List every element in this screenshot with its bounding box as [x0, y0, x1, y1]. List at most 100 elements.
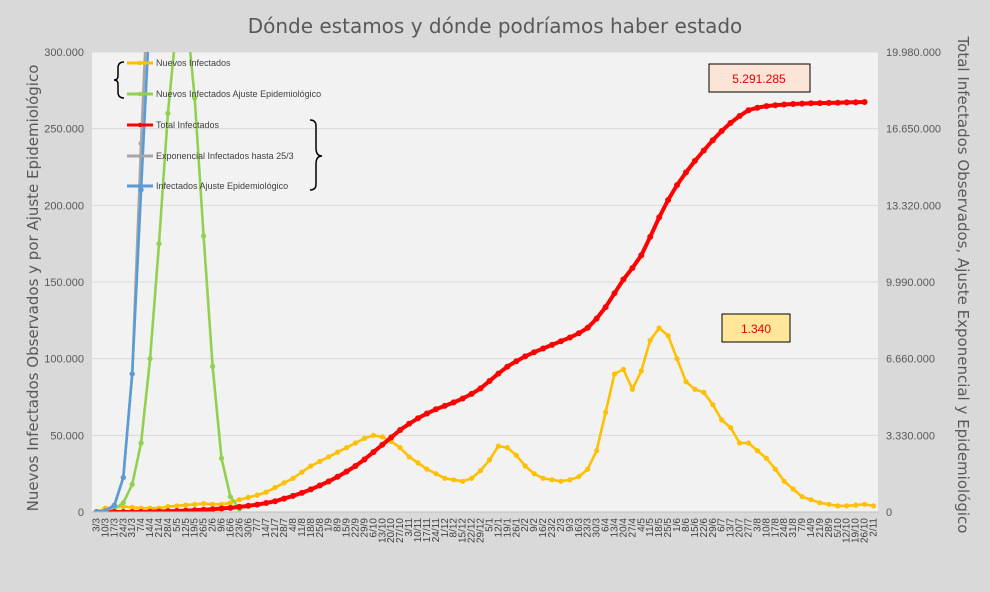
- legend-label: Nuevos Infectados: [156, 58, 231, 68]
- x-tick-label: 11/5: [645, 518, 656, 537]
- y-tick-left-label: 200.000: [44, 200, 84, 212]
- legend-label: Nuevos Infectados Ajuste Epidemiológico: [156, 89, 321, 99]
- data-point: [808, 497, 814, 503]
- data-point: [129, 481, 135, 487]
- data-point: [513, 358, 520, 365]
- data-point: [656, 325, 662, 331]
- data-point: [272, 498, 279, 505]
- data-point: [335, 449, 341, 455]
- legend-label: Total Infectados: [156, 120, 220, 130]
- series-infectados-ajuste-epidemiol-gico: [93, 52, 150, 512]
- data-point: [584, 324, 591, 331]
- x-tick-label: 28/4: [163, 518, 174, 538]
- data-point: [611, 371, 618, 377]
- data-point: [433, 471, 439, 477]
- data-point: [674, 182, 680, 189]
- legend-item-exponencial: Exponencial Infectados hasta 25/3: [127, 151, 294, 161]
- data-point: [201, 233, 207, 239]
- data-point: [736, 113, 743, 119]
- data-point: [201, 501, 207, 507]
- y-axis-left-title: Nuevos Infectados Observados y por Ajust…: [24, 65, 42, 512]
- x-tick-label: 2/3: [556, 518, 567, 532]
- data-point: [745, 440, 752, 446]
- y-tick-right-label: 16.650.000: [886, 124, 941, 136]
- data-point: [290, 492, 296, 499]
- data-point: [647, 233, 654, 240]
- data-point: [495, 370, 502, 377]
- data-point: [254, 492, 260, 498]
- data-point: [816, 100, 823, 107]
- data-point: [710, 402, 716, 408]
- data-point: [182, 507, 189, 512]
- x-tick-label: 12/10: [842, 518, 853, 543]
- data-point: [415, 415, 421, 422]
- x-tick-label: 4/5: [636, 518, 647, 532]
- x-tick-label: 24/3: [118, 518, 129, 538]
- x-tick-label: 20/10: [386, 518, 397, 543]
- data-point: [111, 509, 118, 512]
- data-point: [379, 441, 386, 448]
- data-point: [576, 474, 582, 480]
- data-point: [451, 477, 457, 483]
- data-point: [129, 509, 136, 512]
- x-tick-label: 26/5: [199, 518, 210, 538]
- data-point: [691, 157, 698, 164]
- x-tick-label: 9/2: [529, 518, 540, 532]
- data-point: [460, 478, 466, 484]
- x-tick-label: 23/3: [583, 518, 594, 538]
- data-point: [183, 502, 189, 508]
- x-tick-label: 13/4: [610, 518, 621, 538]
- x-tick-label: 16/2: [538, 518, 549, 538]
- legend-label: Infectados Ajuste Epidemiológico: [156, 181, 288, 191]
- x-tick-label: 20/4: [618, 518, 629, 538]
- data-point: [263, 500, 270, 506]
- data-point: [638, 368, 644, 374]
- legend-item-nuevos-infectados: Nuevos Infectados: [127, 58, 231, 68]
- data-point: [450, 399, 457, 406]
- y-tick-right-label: 19.980.000: [886, 47, 941, 59]
- data-point: [370, 449, 377, 456]
- data-point: [388, 434, 395, 441]
- data-point: [281, 495, 287, 502]
- x-tick-label: 25/8: [315, 518, 326, 538]
- data-point: [423, 410, 430, 417]
- data-point: [700, 147, 707, 154]
- data-point: [665, 197, 672, 203]
- x-tick-label: 23/6: [234, 518, 245, 538]
- data-point: [147, 356, 153, 362]
- x-tick-label: 26/1: [511, 518, 522, 538]
- data-point: [218, 455, 225, 461]
- data-point: [129, 504, 135, 510]
- x-tick-label: 1/12: [440, 518, 451, 538]
- data-point: [370, 432, 376, 438]
- legend-bracket-right: [309, 119, 323, 191]
- y-tick-right-label: 13.320.000: [886, 200, 941, 212]
- data-point: [227, 504, 234, 511]
- x-tick-label: 21/7: [270, 518, 281, 538]
- data-point: [522, 463, 528, 469]
- x-tick-label: 7/7: [252, 518, 263, 532]
- x-tick-label: 30/3: [592, 518, 603, 538]
- x-tick-label: 13/7: [726, 518, 737, 538]
- data-point: [870, 503, 877, 509]
- callout-total: 5.291.285: [708, 63, 811, 93]
- y-tick-left-label: 100.000: [44, 354, 84, 366]
- data-point: [611, 290, 618, 297]
- x-tick-label: 6/10: [368, 518, 379, 538]
- data-point: [344, 445, 350, 451]
- data-point: [540, 345, 547, 352]
- data-point: [298, 489, 305, 496]
- x-tick-label: 2/2: [520, 518, 531, 532]
- data-point: [826, 501, 832, 507]
- data-point: [245, 494, 251, 500]
- data-point: [120, 474, 126, 481]
- x-tick-label: 18/5: [654, 518, 665, 538]
- data-point: [469, 475, 475, 481]
- data-point: [165, 504, 171, 510]
- data-point: [156, 241, 162, 247]
- data-point: [593, 315, 600, 322]
- y-tick-left-label: 300.000: [44, 47, 84, 59]
- data-point: [156, 508, 162, 512]
- legend: Nuevos Infectados Nuevos Infectados Ajus…: [113, 58, 323, 191]
